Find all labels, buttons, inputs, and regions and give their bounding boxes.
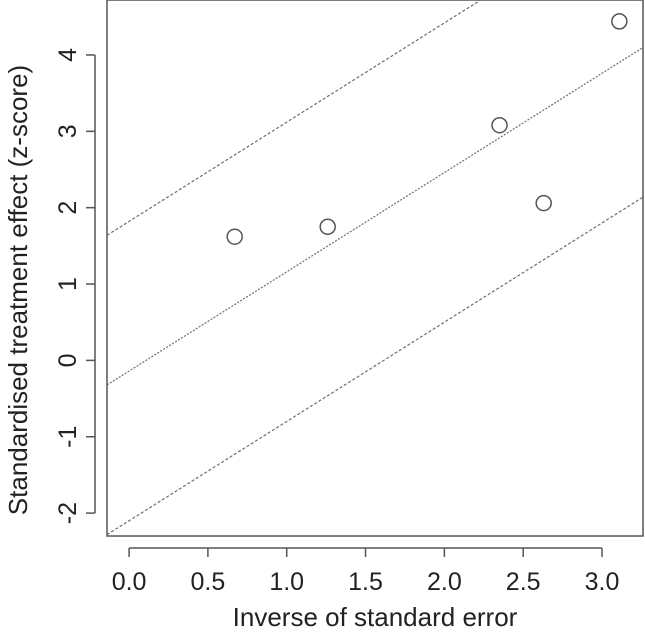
data-points [226,13,628,245]
y-tick-label: 4 [54,48,82,62]
y-tick-label: -1 [54,426,82,448]
data-point [319,218,336,236]
x-tick-label: 0.5 [191,568,226,596]
data-point [535,194,552,212]
lower-bound-line [107,196,643,536]
y-axis: -2 -1 0 1 2 3 4 [54,48,96,524]
reference-lines [107,0,643,536]
data-point [226,228,243,245]
x-tick-label: 0.0 [112,568,147,596]
y-tick-label: 1 [54,277,82,291]
x-tick-label: 1.5 [348,568,383,596]
x-axis: 0.0 0.5 1.0 1.5 2.0 2.5 3.0 [112,547,620,596]
y-tick-label: 3 [54,124,82,138]
regression-line [107,46,643,386]
y-tick-label: 0 [54,353,82,367]
y-tick-label: 2 [54,201,82,215]
y-axis-title: Standardised treatment effect (z-score) [3,65,33,515]
x-tick-label: 3.0 [585,568,620,596]
x-axis-title: Inverse of standard error [233,602,518,632]
x-tick-label: 2.0 [427,568,462,596]
data-point [491,116,508,134]
x-tick-label: 2.5 [506,568,541,596]
data-point [611,13,628,30]
y-tick-label: -2 [54,502,82,524]
upper-bound-line [107,0,482,236]
x-tick-label: 1.0 [269,568,304,596]
plot-frame [106,0,644,537]
